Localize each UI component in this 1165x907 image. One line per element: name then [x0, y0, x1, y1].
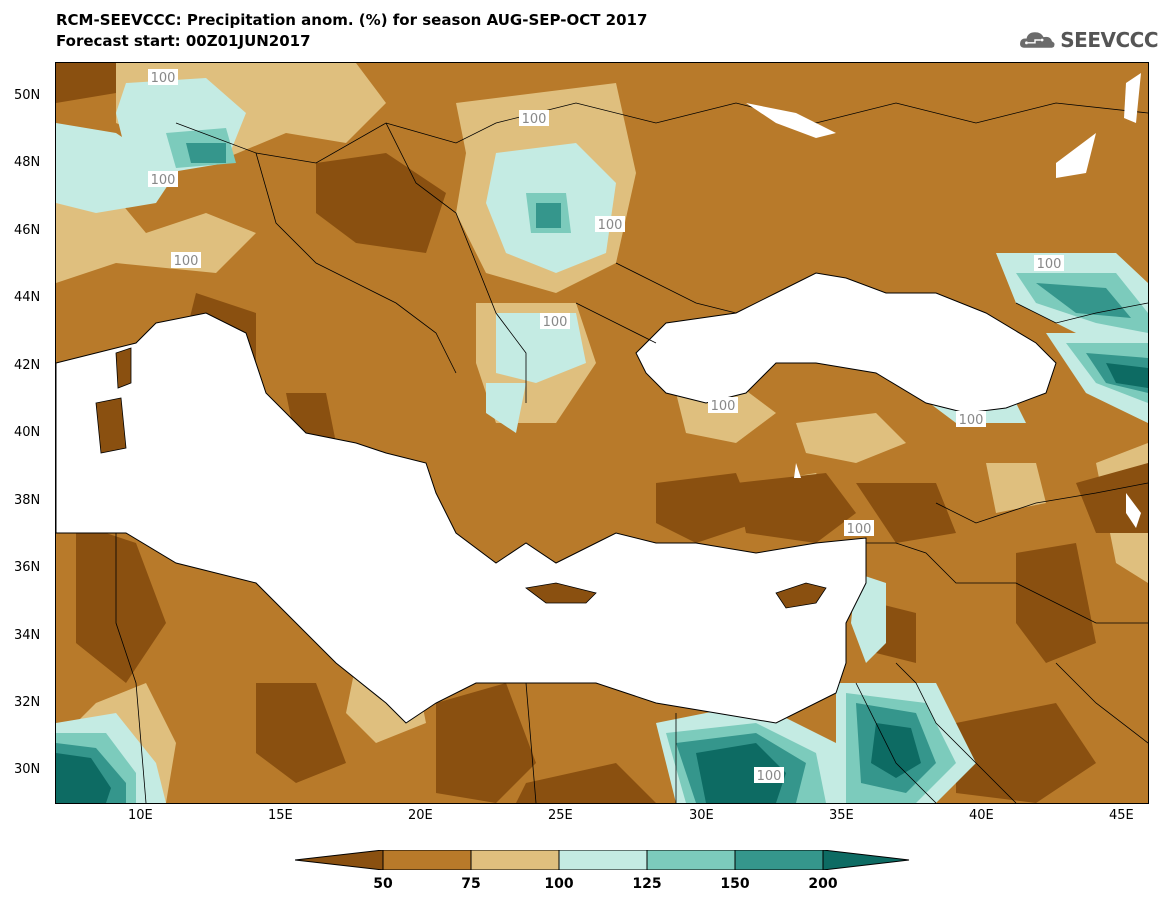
contour-label: 100 — [844, 520, 874, 537]
map-title: RCM-SEEVCCC: Precipitation anom. (%) for… — [56, 10, 647, 52]
colorbar — [295, 850, 910, 870]
lon-tick-40e: 40E — [969, 808, 994, 823]
lat-tick-46n: 46N — [14, 223, 41, 238]
contour-label: 100 — [956, 411, 986, 428]
lat-tick-50n: 50N — [14, 88, 41, 103]
contour-label: 100 — [754, 767, 784, 784]
svg-text:100: 100 — [598, 218, 623, 233]
lon-tick-15e: 15E — [268, 808, 293, 823]
contour-label: 100 — [148, 171, 178, 188]
lat-tick-42n: 42N — [14, 358, 41, 373]
colorbar-segment-75-100 — [470, 850, 560, 870]
svg-text:100: 100 — [959, 413, 984, 428]
lat-tick-36n: 36N — [14, 560, 41, 575]
svg-text:100: 100 — [757, 769, 782, 784]
svg-text:100: 100 — [151, 71, 176, 86]
contour-label: 100 — [171, 252, 201, 269]
lat-tick-32n: 32N — [14, 695, 41, 710]
svg-text:100: 100 — [1037, 257, 1062, 272]
colorbar-label-75: 75 — [461, 876, 481, 892]
lon-tick-45e: 45E — [1109, 808, 1134, 823]
svg-text:100: 100 — [711, 399, 736, 414]
contour-labels: 100 100 100 100 100 100 — [148, 69, 1064, 784]
title-line-1: RCM-SEEVCCC: Precipitation anom. (%) for… — [56, 11, 648, 29]
map-canvas: 100 100 100 100 100 100 — [56, 63, 1148, 803]
lat-tick-40n: 40N — [14, 425, 41, 440]
svg-text:100: 100 — [522, 112, 547, 127]
lon-tick-20e: 20E — [408, 808, 433, 823]
colorbar-label-200: 200 — [808, 876, 838, 892]
islands — [95, 347, 827, 609]
contour-label: 100 — [540, 313, 570, 330]
anomaly-above-200-zones — [56, 363, 1148, 803]
lat-tick-30n: 30N — [14, 762, 41, 777]
lon-tick-10e: 10E — [128, 808, 153, 823]
lat-tick-48n: 48N — [14, 155, 41, 170]
contour-label: 100 — [595, 216, 625, 233]
colorbar-label-50: 50 — [373, 876, 393, 892]
lon-tick-30e: 30E — [689, 808, 714, 823]
colorbar-segment-50-75 — [382, 850, 472, 870]
contour-label: 100 — [708, 397, 738, 414]
colorbar-segment-below-50 — [295, 850, 384, 870]
logo-text: SEEVCCC — [1060, 28, 1158, 52]
colorbar-label-150: 150 — [720, 876, 750, 892]
svg-text:100: 100 — [543, 315, 568, 330]
anomaly-below-50-zones — [56, 63, 1148, 803]
lat-tick-34n: 34N — [14, 628, 41, 643]
colorbar-label-125: 125 — [632, 876, 662, 892]
precipitation-anomaly-map: 100 100 100 100 100 100 — [55, 62, 1149, 804]
lat-tick-38n: 38N — [14, 493, 41, 508]
colorbar-segment-150-200 — [734, 850, 824, 870]
sea-areas — [56, 272, 1057, 724]
seevccc-logo: SEEVCCC — [1018, 24, 1158, 56]
lat-tick-44n: 44N — [14, 290, 41, 305]
country-borders — [115, 102, 1148, 803]
lakes — [746, 73, 1141, 528]
contour-label: 100 — [1034, 255, 1064, 272]
colorbar-segment-above-200 — [822, 850, 910, 870]
svg-text:100: 100 — [151, 173, 176, 188]
svg-text:100: 100 — [847, 522, 872, 537]
cloud-icon — [1020, 32, 1055, 48]
contour-label: 100 — [148, 69, 178, 86]
title-line-2: Forecast start: 00Z01JUN2017 — [56, 32, 311, 50]
svg-text:100: 100 — [174, 254, 199, 269]
colorbar-label-100: 100 — [544, 876, 574, 892]
lon-tick-35e: 35E — [829, 808, 854, 823]
colorbar-segment-100-125 — [558, 850, 648, 870]
contour-label: 100 — [519, 110, 549, 127]
lon-tick-25e: 25E — [548, 808, 573, 823]
colorbar-segment-125-150 — [646, 850, 736, 870]
